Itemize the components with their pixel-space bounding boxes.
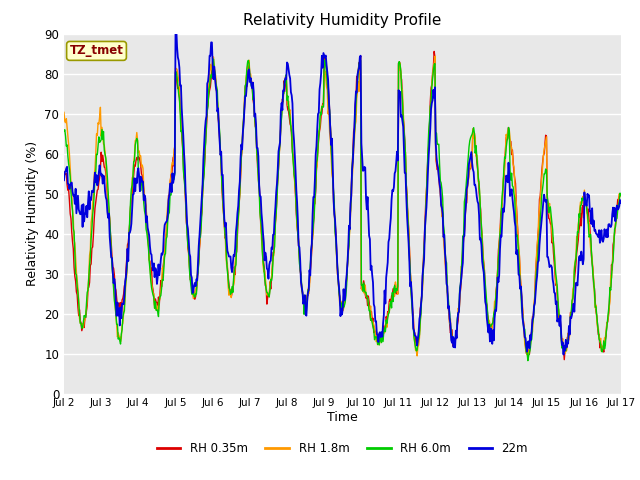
Title: Relativity Humidity Profile: Relativity Humidity Profile: [243, 13, 442, 28]
Text: TZ_tmet: TZ_tmet: [70, 44, 124, 58]
X-axis label: Time: Time: [327, 411, 358, 424]
Y-axis label: Relativity Humidity (%): Relativity Humidity (%): [26, 141, 38, 286]
Legend: RH 0.35m, RH 1.8m, RH 6.0m, 22m: RH 0.35m, RH 1.8m, RH 6.0m, 22m: [152, 437, 532, 460]
